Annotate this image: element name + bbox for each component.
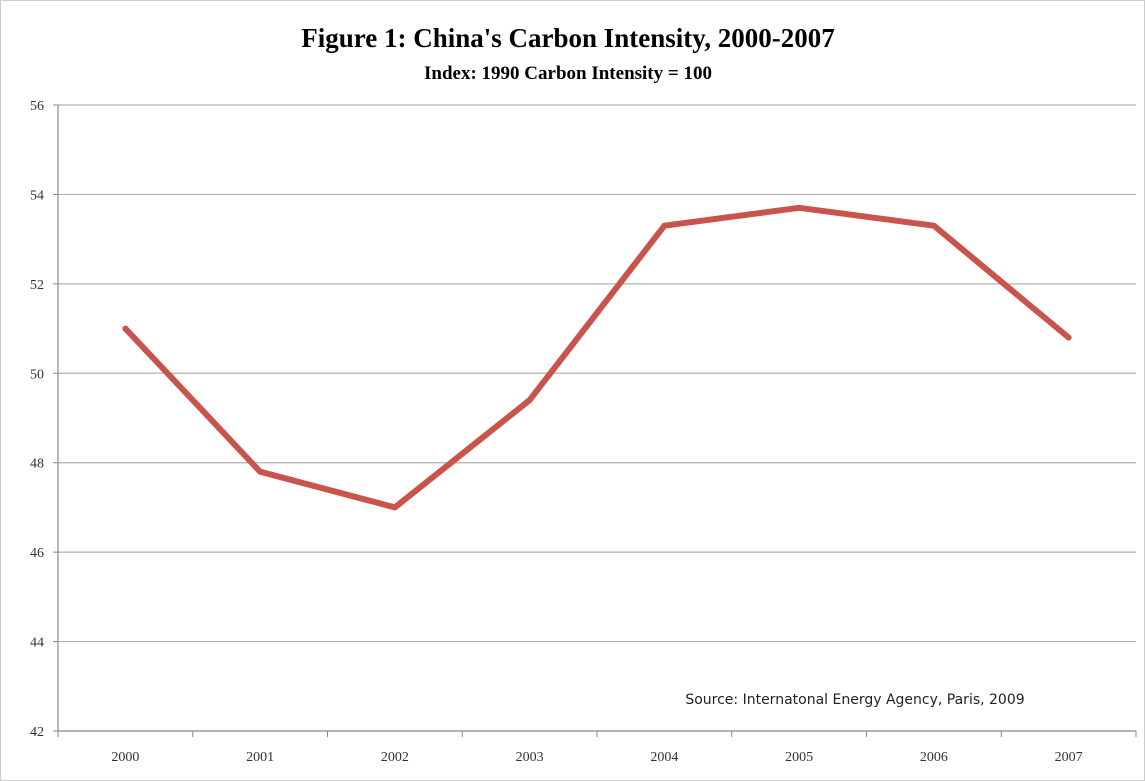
- data-point: [122, 325, 129, 332]
- x-tick-label: 2000: [111, 750, 139, 765]
- data-point: [526, 397, 533, 404]
- chart-title: Figure 1: China's Carbon Intensity, 2000…: [301, 23, 835, 53]
- x-tick-label: 2001: [246, 750, 274, 765]
- x-tick-label: 2005: [785, 750, 813, 765]
- series-line: [123, 204, 1071, 511]
- y-tick-label: 42: [30, 725, 44, 740]
- x-tick-label: 2003: [516, 750, 544, 765]
- data-point: [1065, 334, 1072, 341]
- x-tick-label: 2007: [1055, 750, 1083, 765]
- x-axis-tick-labels: 2000 2001 2002 2003 2004 2005 2006 2007: [111, 750, 1082, 765]
- data-point: [391, 504, 398, 511]
- y-tick-label: 56: [30, 99, 44, 114]
- y-tick-label: 44: [30, 636, 44, 651]
- y-tick-label: 48: [30, 457, 44, 472]
- x-tick-label: 2006: [920, 750, 948, 765]
- data-point: [796, 204, 803, 211]
- y-tick-label: 52: [30, 278, 44, 293]
- series-layer: [122, 204, 1072, 511]
- y-tick-label: 50: [30, 367, 44, 382]
- source-annotation: Source: Internatonal Energy Agency, Pari…: [685, 692, 1024, 708]
- axes: [53, 104, 1137, 737]
- x-tick-label: 2002: [381, 750, 409, 765]
- data-point: [661, 222, 668, 229]
- data-point: [257, 468, 264, 475]
- chart-subtitle: Index: 1990 Carbon Intensity = 100: [424, 63, 712, 84]
- x-tick-label: 2004: [650, 750, 678, 765]
- y-axis-tick-labels: 42 44 46 48 50 52 54 56: [30, 99, 44, 740]
- data-point: [930, 222, 937, 229]
- y-tick-label: 46: [30, 546, 44, 561]
- y-tick-label: 54: [30, 188, 44, 203]
- gridlines: [58, 104, 1136, 643]
